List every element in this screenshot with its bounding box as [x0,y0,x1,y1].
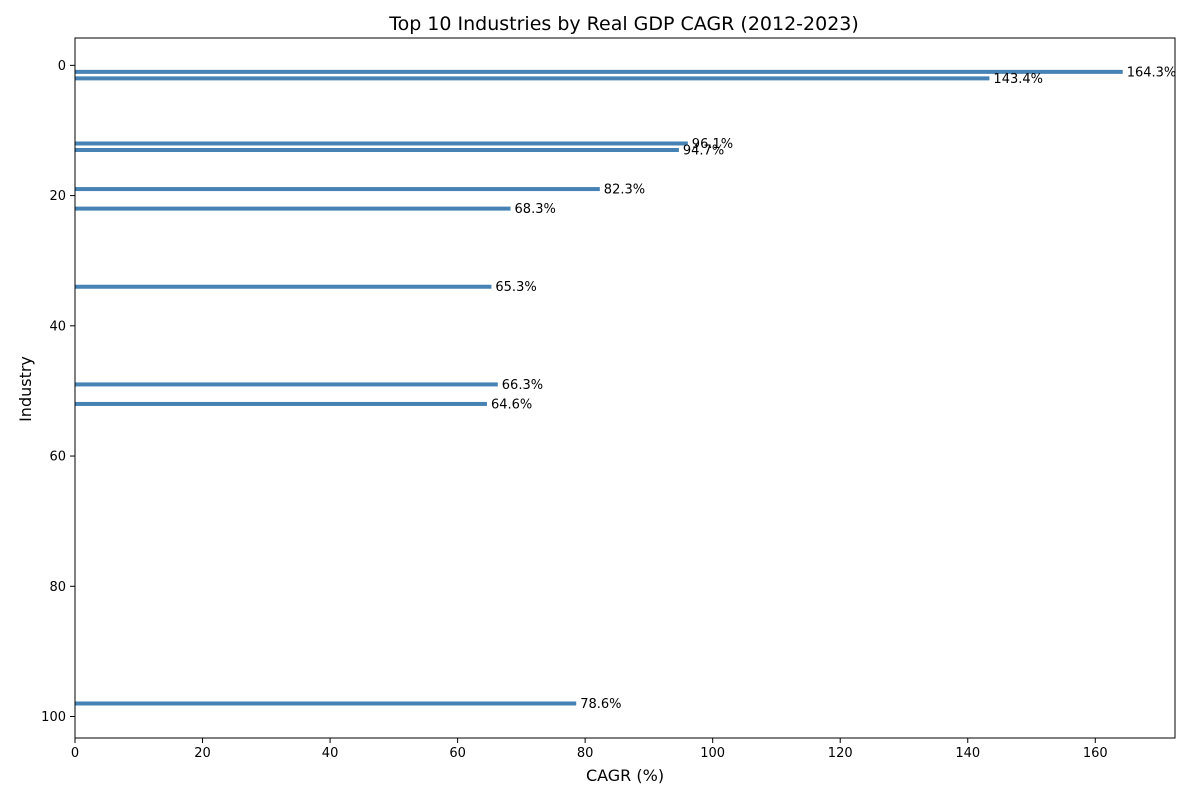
data-label-4: 82.3% [604,183,645,198]
plot-frame [74,37,1176,739]
y-axis-title: Industry [16,356,35,422]
bar-1 [75,76,990,81]
y-tick-label-0: 0 [58,59,66,74]
bar-3 [75,148,679,152]
x-tick-label-6: 120 [828,746,853,761]
y-tick-label-1: 20 [49,189,66,204]
y-tick-label-4: 80 [49,580,66,595]
bar-4 [75,187,600,192]
bar-6 [75,284,492,289]
x-tick-label-7: 140 [955,746,980,761]
data-label-9: 78.6% [580,697,621,712]
x-tick-label-3: 60 [449,746,466,761]
bars-layer [75,69,1123,706]
data-labels-layer: 164.3% 143.4% 96.1%94.7% 82.3% 68.3% 65.3% 66.… [491,65,1176,712]
x-tick-label-8: 160 [1083,746,1108,761]
y-tick-label-3: 60 [49,450,66,465]
data-label-6: 65.3% [495,280,536,295]
x-tick-label-4: 80 [577,746,594,761]
bar-7 [75,382,498,387]
data-label-0: 164.3% [1127,65,1177,80]
x-tick-label-5: 100 [700,746,725,761]
y-tick-label-5: 100 [41,710,66,725]
chart-title: Top 10 Industries by Real GDP CAGR (2012… [388,13,859,35]
bar-5 [75,206,511,211]
data-label-5: 68.3% [515,202,556,217]
x-tick-label-2: 40 [322,746,339,761]
data-label-2: 96.1% [692,137,733,152]
x-axis-title: CAGR (%) [586,766,664,785]
data-label-1: 143.4% [993,72,1043,87]
data-label-8: 64.6% [491,397,532,412]
x-axis: 0 20 40 60 80 100 120 140 160 [71,738,1108,761]
data-label-7: 66.3% [502,378,543,393]
bar-8 [75,401,487,406]
data-label-3: 94.7% [683,144,724,159]
x-tick-label-0: 0 [71,746,79,761]
y-tick-label-2: 40 [49,319,66,334]
bar-9 [75,701,577,706]
bar-2 [75,141,688,146]
y-axis: 0 20 40 60 80 100 [41,59,75,725]
bar-0 [75,69,1123,74]
x-tick-label-1: 20 [194,746,211,761]
